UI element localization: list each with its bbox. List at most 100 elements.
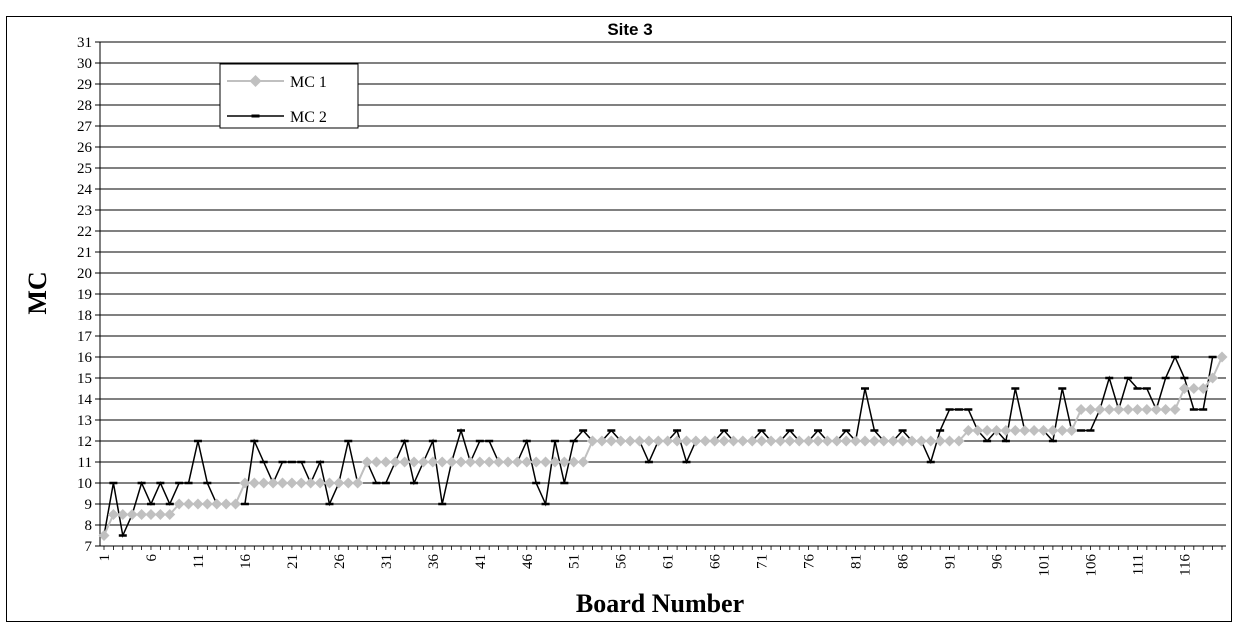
x-tick-label: 51	[567, 554, 583, 569]
y-tick-label: 8	[85, 518, 93, 534]
data-point-mc-1	[1197, 383, 1209, 394]
data-point-mc-1	[220, 498, 232, 510]
y-tick-label: 10	[77, 476, 92, 492]
data-point-mc-1	[850, 435, 862, 447]
y-tick-label: 26	[77, 140, 93, 156]
data-point-mc-1	[1047, 425, 1059, 436]
data-point-mc-1	[126, 509, 138, 520]
y-tick-label: 31	[77, 35, 92, 51]
x-tick-label: 106	[1083, 554, 1099, 577]
data-point-mc-1	[98, 530, 110, 541]
y-tick-label: 21	[77, 245, 92, 261]
data-point-mc-1	[568, 456, 580, 468]
x-tick-label: 101	[1036, 554, 1052, 577]
x-tick-label: 36	[426, 554, 442, 570]
data-point-mc-1	[1188, 383, 1200, 394]
data-point-mc-1	[436, 456, 448, 468]
chart-frame	[6, 16, 1232, 622]
axes	[99, 42, 1226, 547]
data-point-mc-1	[1207, 372, 1219, 384]
data-point-mc-1	[370, 456, 382, 468]
data-point-mc-1	[277, 477, 289, 489]
data-point-mc-1	[690, 435, 702, 447]
x-tick-label: 81	[849, 554, 865, 569]
data-point-mc-1	[1037, 425, 1049, 436]
y-tick-label: 12	[77, 434, 92, 450]
data-point-mc-1	[1122, 404, 1134, 415]
data-point-mc-1	[699, 435, 711, 447]
data-point-mc-1	[230, 498, 242, 510]
data-point-mc-1	[1009, 425, 1021, 436]
data-point-mc-1	[136, 509, 148, 520]
data-point-mc-1	[1150, 404, 1162, 415]
data-point-mc-1	[267, 477, 279, 489]
data-point-mc-1	[1103, 404, 1115, 415]
data-point-mc-1	[521, 456, 533, 468]
data-point-mc-1	[981, 425, 993, 436]
data-point-mc-1	[803, 435, 815, 447]
data-point-mc-1	[634, 435, 646, 447]
data-point-mc-1	[727, 435, 739, 447]
data-point-mc-1	[1056, 425, 1068, 436]
data-point-mc-1	[793, 435, 805, 447]
y-tick-label: 11	[78, 455, 92, 471]
data-point-mc-1	[154, 509, 166, 520]
data-point-mc-1	[652, 435, 664, 447]
data-point-mc-1	[107, 509, 119, 520]
data-point-mc-1	[145, 509, 157, 520]
data-point-mc-1	[502, 456, 514, 468]
x-axis-label: Board Number	[576, 589, 744, 618]
data-point-mc-1	[878, 435, 890, 447]
y-tick-label: 28	[77, 98, 92, 114]
data-point-mc-1	[1066, 425, 1078, 436]
data-point-mc-1	[530, 456, 542, 468]
y-tick-label: 29	[77, 77, 92, 93]
y-tick-label: 13	[77, 413, 92, 429]
data-point-mc-1	[117, 509, 129, 520]
data-point-mc-1	[305, 477, 317, 489]
data-point-mc-1	[821, 435, 833, 447]
x-tick-label: 71	[755, 554, 771, 569]
data-point-mc-1	[361, 456, 373, 468]
y-axis-ticks: 7 8 9 10 11 12 13 14 15 16 17 18 19 20 21 22 23 24 25 26 27 2…	[77, 35, 100, 555]
y-tick-label: 15	[77, 371, 92, 387]
data-point-mc-1	[427, 456, 439, 468]
data-point-mc-1	[1094, 404, 1106, 415]
data-point-mc-1	[746, 435, 758, 447]
legend: MC 1 MC 2	[219, 63, 359, 129]
x-tick-label: 96	[990, 554, 1006, 570]
data-point-mc-1	[464, 456, 476, 468]
x-tick-label: 56	[614, 554, 630, 570]
y-tick-label: 24	[77, 182, 93, 198]
data-point-mc-1	[774, 435, 786, 447]
data-point-mc-1	[201, 498, 213, 510]
data-point-mc-1	[1000, 425, 1012, 436]
y-tick-label: 17	[77, 329, 93, 345]
data-point-mc-1	[709, 435, 721, 447]
data-point-mc-1	[164, 509, 176, 520]
y-tick-label: 14	[77, 392, 93, 408]
x-axis-ticks: 1 6 11 16 21 26 31 36 41 46 51 56 61 66 71 76 81 86 91 96 10…	[97, 546, 1223, 577]
data-point-mc-1	[1131, 404, 1143, 415]
legend-label-mc-1: MC 1	[290, 74, 327, 91]
data-point-mc-1	[944, 435, 956, 447]
y-tick-label: 27	[77, 119, 93, 135]
data-point-mc-1	[831, 435, 843, 447]
data-point-mc-1	[1178, 383, 1190, 394]
y-tick-label: 7	[85, 539, 93, 555]
data-point-mc-1	[925, 435, 937, 447]
data-point-mc-1	[680, 435, 692, 447]
y-axis-label: MC	[23, 271, 52, 314]
data-point-mc-1	[192, 498, 204, 510]
data-point-mc-1	[549, 456, 561, 468]
data-point-mc-1	[286, 477, 298, 489]
x-tick-label: 21	[285, 554, 301, 569]
x-tick-label: 41	[473, 554, 489, 569]
data-point-mc-1	[897, 435, 909, 447]
data-point-mc-1	[1075, 404, 1087, 415]
data-point-mc-1	[1160, 404, 1172, 415]
y-tick-label: 16	[77, 350, 93, 366]
x-tick-label: 76	[802, 554, 818, 570]
legend-box	[219, 63, 359, 129]
data-point-mc-1	[258, 477, 270, 489]
